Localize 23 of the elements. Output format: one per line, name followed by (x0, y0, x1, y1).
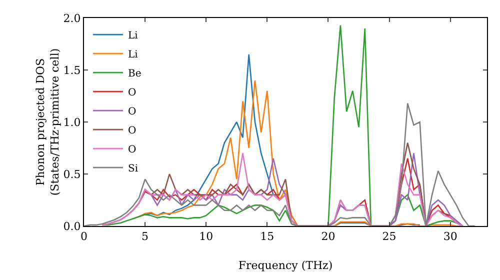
x-tick-label: 10 (199, 230, 214, 244)
x-tick-label: 0 (80, 230, 88, 244)
legend-label: O (128, 87, 136, 98)
x-axis-title: Frequency (THz) (238, 259, 333, 272)
y-tick-label: 1.5 (63, 64, 81, 77)
y-tick-label: 0.5 (63, 168, 81, 181)
x-tick-label: 5 (142, 230, 149, 244)
legend-label: Be (128, 68, 142, 80)
x-tick-label: 15 (260, 230, 274, 244)
y-tick-label: 2.0 (63, 12, 81, 25)
x-tick-label: 30 (443, 230, 458, 244)
x-tick-label: 20 (321, 230, 336, 244)
y-axis-title: Phonon projected DOS (States/THz·primitive cell) (34, 48, 62, 196)
y-tick-label: 1.0 (63, 116, 81, 129)
legend-label: Li (128, 30, 138, 42)
legend-label: Si (128, 163, 138, 174)
y-tick-label: 0.0 (63, 220, 81, 233)
x-tick-label: 25 (382, 230, 396, 244)
legend-label: O (128, 125, 136, 136)
legend-label: O (128, 144, 136, 156)
line-series (84, 102, 476, 226)
legend-label: Li (128, 49, 138, 60)
legend-label: O (128, 106, 136, 118)
